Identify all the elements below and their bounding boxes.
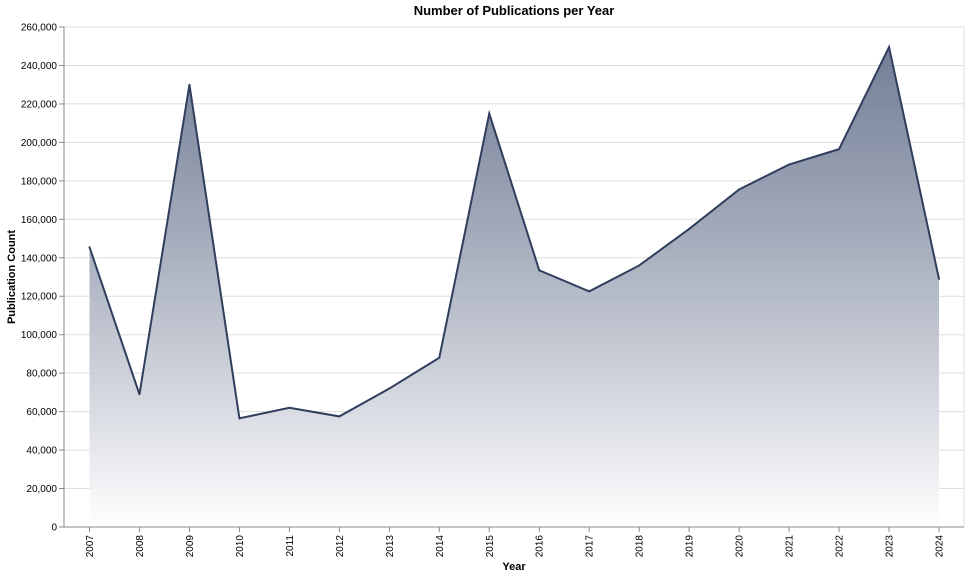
x-tick-label: 2017 [585,535,596,558]
data-point [638,264,641,267]
area-layer [88,44,940,527]
y-tick-label: 0 [51,523,57,534]
x-tick-label: 2011 [285,535,296,557]
series-line [88,44,940,420]
y-tick-label: 40,000 [26,446,57,457]
data-point [238,417,241,420]
x-tick-label: 2024 [935,535,946,558]
x-tick-label: 2023 [885,535,896,558]
area-fill [89,47,939,527]
data-point [188,83,191,86]
y-tick-label: 20,000 [26,484,57,495]
data-point [738,188,741,191]
x-tick-label: 2020 [735,535,746,558]
x-tick-label: 2007 [85,535,96,558]
chart-title: Number of Publications per Year [414,3,615,18]
y-tick-label: 260,000 [21,23,58,34]
x-tick-label: 2018 [635,535,646,558]
data-point [388,387,391,390]
axes [63,27,964,528]
data-point [938,277,940,280]
x-axis-label: Year [502,561,526,573]
x-tick-label: 2022 [835,535,846,558]
y-tick-label: 200,000 [21,138,58,149]
y-tick-label: 100,000 [21,330,58,341]
x-tick-label: 2009 [185,535,196,558]
data-point [788,163,791,166]
y-axis-label: Publication Count [6,230,18,324]
x-tick-label: 2010 [235,535,246,558]
data-point [288,406,291,409]
x-tick-label: 2015 [485,535,496,558]
data-point [438,356,441,359]
data-point [688,227,691,230]
x-tick-label: 2008 [135,535,146,558]
y-tick-label: 160,000 [21,215,58,226]
y-tick-label: 80,000 [26,369,57,380]
y-tick-label: 220,000 [21,99,58,110]
x-tick-label: 2019 [685,535,696,558]
data-point [338,415,341,418]
x-tick-label: 2014 [435,535,446,558]
x-tick-label: 2021 [785,535,796,558]
x-axis-ticks: 2007 2008 2009 2010 2011 2012 2013 2014 2015 2016… [85,527,946,557]
data-point [488,112,491,115]
data-point [88,246,91,249]
y-tick-label: 120,000 [21,292,58,303]
y-tick-label: 140,000 [21,253,58,264]
data-point [538,269,541,272]
y-tick-label: 180,000 [21,176,58,187]
data-point [588,290,591,293]
x-tick-label: 2016 [535,535,546,558]
y-tick-label: 240,000 [21,61,58,72]
y-tick-label: 60,000 [26,407,57,418]
x-tick-label: 2013 [385,535,396,558]
y-axis-ticks: 0 20,000 40,000 60,000 80,000 100,000 120,000 1… [21,23,64,534]
data-point [138,393,141,396]
data-point [838,148,841,151]
data-point [888,46,891,49]
x-tick-label: 2012 [335,535,346,558]
